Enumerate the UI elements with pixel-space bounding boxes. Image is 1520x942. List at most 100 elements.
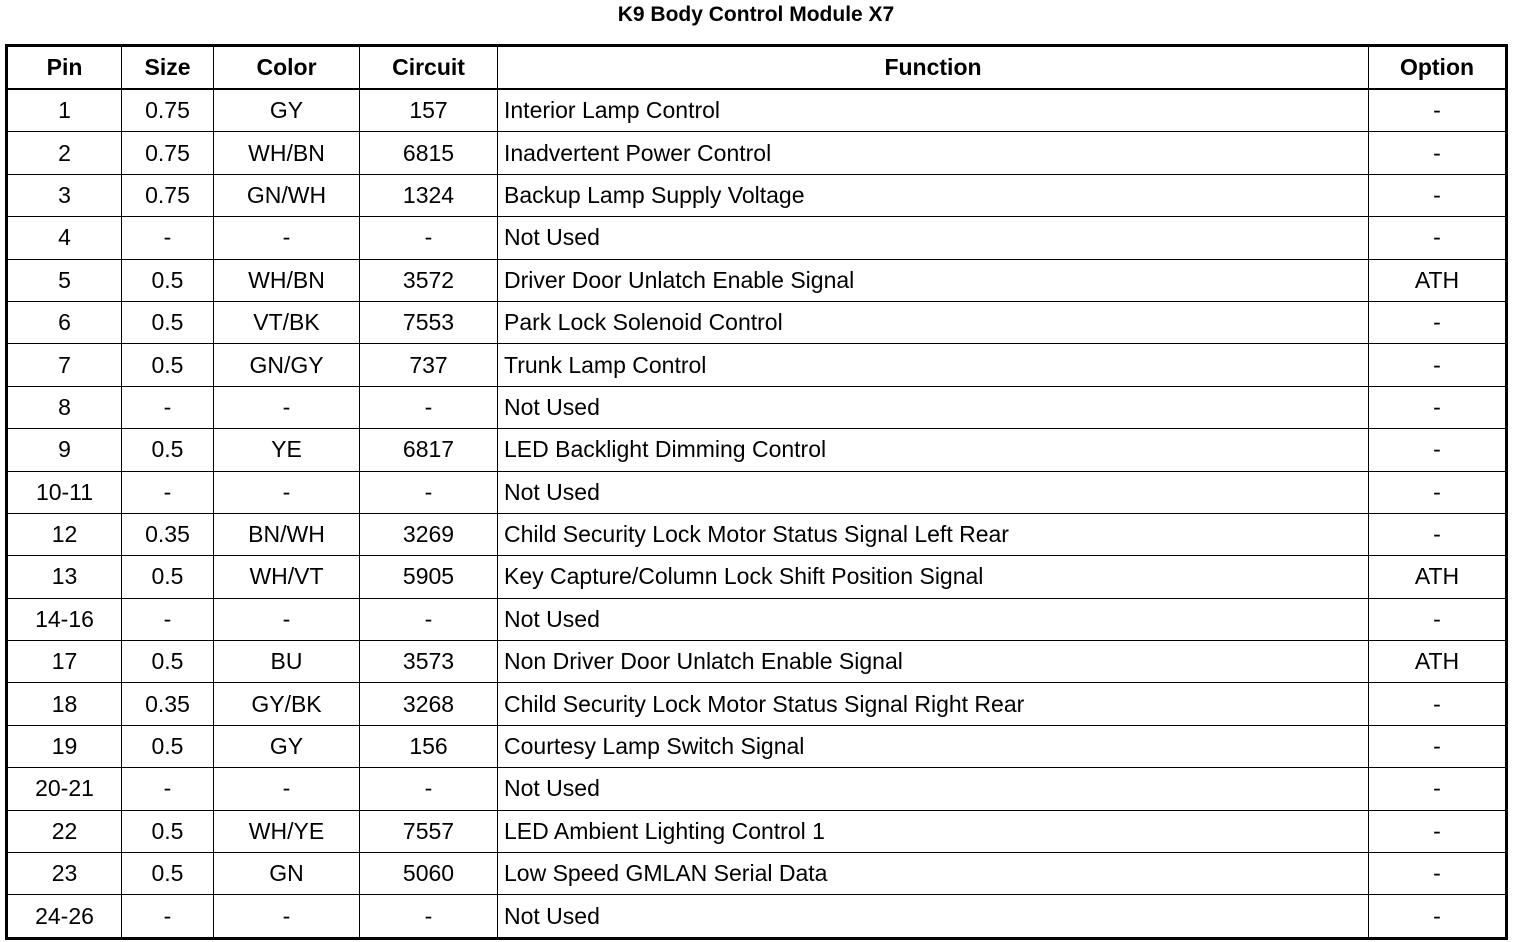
cell-circuit: 156: [359, 724, 498, 769]
table-row: 24-26- - - Not Used -: [6, 894, 1507, 939]
cell-option: -: [1368, 597, 1507, 642]
cell-function: Key Capture/Column Lock Shift Position S…: [497, 555, 1369, 599]
cell-color: -: [213, 216, 360, 260]
table-row: 20-21- - - Not Used -: [6, 767, 1507, 811]
table-row: 7 0.5 GN/GY 737 Trunk Lamp Control -: [6, 343, 1507, 387]
cell-size: 0.35: [121, 512, 214, 557]
cell-circuit: -: [359, 216, 498, 260]
cell-pin: 9: [6, 428, 122, 472]
cell-pin: 23: [6, 852, 122, 896]
cell-color: BN/WH: [213, 512, 360, 557]
cell-color: WH/VT: [213, 555, 360, 599]
cell-size: -: [121, 385, 214, 430]
cell-function: Interior Lamp Control: [497, 88, 1369, 133]
cell-pin: 18: [6, 682, 122, 726]
table-row: 4- - - Not Used -: [6, 216, 1507, 260]
cell-option: ATH: [1368, 258, 1507, 302]
document-title: K9 Body Control Module X7: [617, 3, 895, 26]
cell-function: Low Speed GMLAN Serial Data: [497, 852, 1369, 896]
cell-pin: 19: [6, 724, 122, 769]
cell-function: Not Used: [497, 894, 1369, 939]
cell-size: 0.5: [121, 852, 214, 896]
cell-option: -: [1368, 852, 1507, 896]
cell-option: -: [1368, 300, 1507, 345]
cell-circuit: 3573: [359, 640, 498, 684]
cell-option: -: [1368, 173, 1507, 218]
cell-circuit: -: [359, 894, 498, 939]
cell-function: Park Lock Solenoid Control: [497, 300, 1369, 345]
column-header-option: Option: [1368, 45, 1507, 90]
cell-option: ATH: [1368, 640, 1507, 684]
table-row: 2 0.75 WH/BN 6815 Inadvertent Power Control -: [6, 131, 1507, 175]
cell-circuit: 3269: [359, 512, 498, 557]
cell-pin: 4: [6, 216, 122, 260]
cell-circuit: -: [359, 767, 498, 811]
cell-pin: 2: [6, 131, 122, 175]
cell-color: BU: [213, 640, 360, 684]
cell-option: -: [1368, 131, 1507, 175]
cell-size: -: [121, 216, 214, 260]
cell-function: Driver Door Unlatch Enable Signal: [497, 258, 1369, 302]
column-header-circuit: Circuit: [359, 45, 498, 90]
table-row: 1 0.75 GY 157 Interior Lamp Control -: [6, 88, 1507, 133]
cell-color: -: [213, 597, 360, 642]
cell-function: Child Security Lock Motor Status Signal …: [497, 512, 1369, 557]
cell-color: GY/BK: [213, 682, 360, 726]
cell-pin: 1: [6, 88, 122, 133]
cell-option: -: [1368, 428, 1507, 472]
cell-circuit: 737: [359, 343, 498, 387]
table-row: 6 0.5 VT/BK 7553 Park Lock Solenoid Control -: [6, 300, 1507, 345]
cell-color: GN/WH: [213, 173, 360, 218]
cell-pin: 22: [6, 809, 122, 854]
cell-color: WH/BN: [213, 258, 360, 302]
cell-circuit: 3572: [359, 258, 498, 302]
column-header-color: Color: [213, 45, 360, 90]
cell-pin: 20-21: [6, 767, 122, 811]
cell-circuit: 3268: [359, 682, 498, 726]
table-row: 17 0.5 BU 3573 Non Driver Door Unlatch Enabl…: [6, 640, 1507, 684]
cell-pin: 6: [6, 300, 122, 345]
cell-pin: 5: [6, 258, 122, 302]
table-row: 19 0.5 GY 156 Courtesy Lamp Switch Signal -: [6, 724, 1507, 769]
cell-size: 0.75: [121, 131, 214, 175]
cell-option: -: [1368, 216, 1507, 260]
cell-option: -: [1368, 512, 1507, 557]
cell-color: GN/GY: [213, 343, 360, 387]
cell-pin: 10-11: [6, 470, 122, 514]
cell-circuit: 5905: [359, 555, 498, 599]
cell-size: -: [121, 894, 214, 939]
cell-color: -: [213, 385, 360, 430]
cell-option: -: [1368, 343, 1507, 387]
cell-option: -: [1368, 809, 1507, 854]
cell-color: VT/BK: [213, 300, 360, 345]
cell-color: -: [213, 894, 360, 939]
cell-size: 0.75: [121, 173, 214, 218]
cell-color: -: [213, 470, 360, 514]
cell-size: 0.5: [121, 300, 214, 345]
cell-size: 0.5: [121, 809, 214, 854]
cell-circuit: -: [359, 470, 498, 514]
cell-function: Not Used: [497, 597, 1369, 642]
cell-function: Not Used: [497, 216, 1369, 260]
cell-pin: 7: [6, 343, 122, 387]
cell-pin: 12: [6, 512, 122, 557]
cell-circuit: 7553: [359, 300, 498, 345]
cell-circuit: -: [359, 385, 498, 430]
cell-color: WH/YE: [213, 809, 360, 854]
cell-function: Non Driver Door Unlatch Enable Signal: [497, 640, 1369, 684]
cell-size: 0.5: [121, 640, 214, 684]
cell-color: WH/BN: [213, 131, 360, 175]
cell-option: -: [1368, 88, 1507, 133]
cell-circuit: 7557: [359, 809, 498, 854]
table-row: 12 0.35 BN/WH 3269 Child Security Lock Motor…: [6, 512, 1507, 557]
cell-size: 0.5: [121, 258, 214, 302]
cell-function: LED Ambient Lighting Control 1: [497, 809, 1369, 854]
cell-size: 0.5: [121, 428, 214, 472]
cell-pin: 3: [6, 173, 122, 218]
cell-option: -: [1368, 470, 1507, 514]
cell-function: Not Used: [497, 385, 1369, 430]
cell-circuit: 1324: [359, 173, 498, 218]
cell-function: Trunk Lamp Control: [497, 343, 1369, 387]
table-row: 10-11- - - Not Used -: [6, 470, 1507, 514]
cell-color: GY: [213, 724, 360, 769]
